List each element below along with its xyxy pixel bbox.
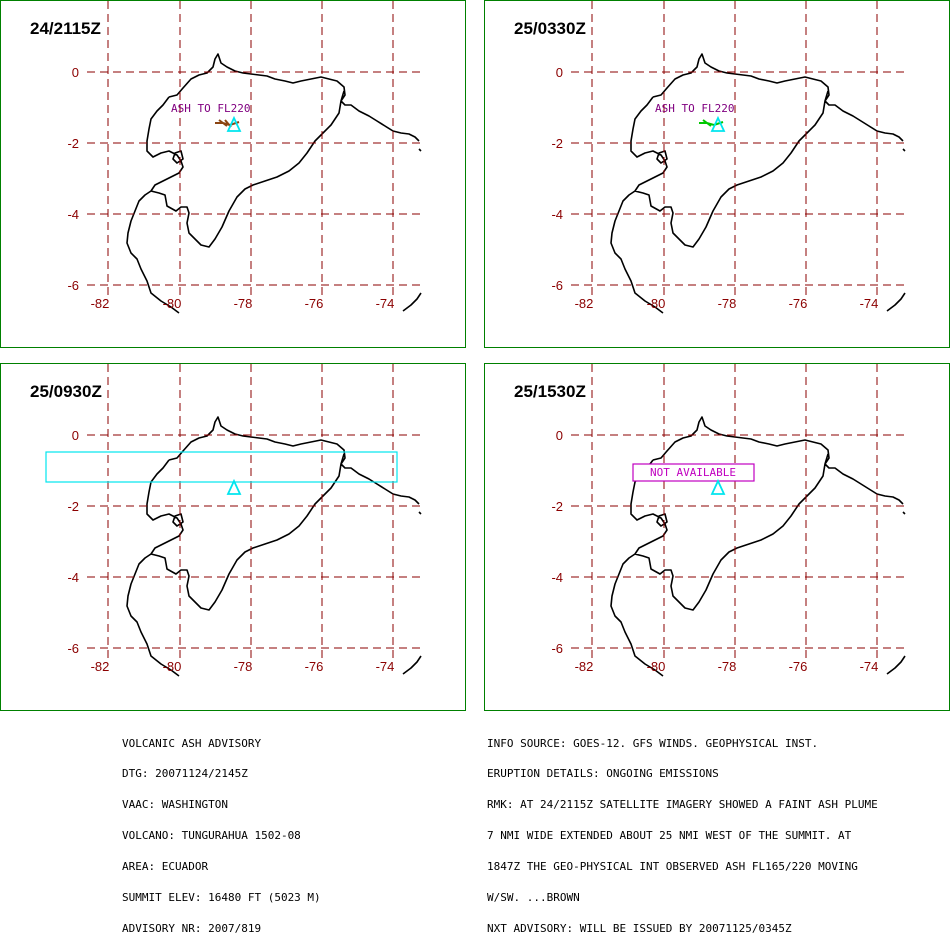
coastline bbox=[126, 53, 422, 314]
longitude-tick-label: -80 bbox=[647, 659, 666, 674]
ash-height-label: ASH TO FL220 bbox=[171, 102, 250, 115]
longitude-tick-label: -76 bbox=[305, 659, 324, 674]
advisory-line: ADVISORY NR: 2007/819 bbox=[122, 921, 262, 935]
latitude-tick-label: 0 bbox=[556, 428, 563, 443]
longitude-tick-label: -80 bbox=[163, 659, 182, 674]
panel-time-label: 24/2115Z bbox=[30, 19, 101, 38]
not-available-label: NOT AVAILABLE bbox=[650, 466, 736, 479]
latitude-tick-label: 0 bbox=[72, 428, 79, 443]
advisory-line: VAAC: WASHINGTON bbox=[122, 798, 228, 812]
coastline bbox=[610, 416, 906, 677]
advisory-line: 7 NMI WIDE EXTENDED ABOUT 25 NMI WEST OF… bbox=[487, 829, 852, 843]
advisory-line: ERUPTION DETAILS: ONGOING EMISSIONS bbox=[487, 767, 719, 781]
not-available-box bbox=[632, 463, 755, 482]
latitude-tick-label: -6 bbox=[551, 278, 563, 293]
latitude-tick-label: -2 bbox=[67, 499, 79, 514]
longitude-tick-label: -78 bbox=[234, 659, 253, 674]
longitude-tick-label: -78 bbox=[234, 296, 253, 311]
latitude-tick-label: -6 bbox=[551, 641, 563, 656]
longitude-tick-label: -82 bbox=[91, 296, 110, 311]
latitude-tick-label: -6 bbox=[67, 641, 79, 656]
latitude-tick-label: 0 bbox=[556, 65, 563, 80]
advisory-line: RMK: AT 24/2115Z SATELLITE IMAGERY SHOWE… bbox=[487, 798, 878, 812]
coastline bbox=[610, 53, 906, 314]
longitude-tick-label: -78 bbox=[718, 296, 737, 311]
advisory-line: SUMMIT ELEV: 16480 FT (5023 M) bbox=[122, 891, 321, 905]
map-panel-2: 0 -2 -4 -6 -82 -80 -78 -76 -74 ASH TO FL220 25/03… bbox=[484, 0, 950, 348]
forecast-ash-area bbox=[45, 451, 398, 483]
advisory-line: INFO SOURCE: GOES-12. GFS WINDS. GEOPHYS… bbox=[487, 736, 819, 750]
advisory-line: NXT ADVISORY: WILL BE ISSUED BY 20071125… bbox=[487, 921, 792, 935]
panel-time-label: 25/0330Z bbox=[514, 19, 586, 38]
map-canvas-4: 0 -2 -4 -6 -82 -80 -78 -76 -74 NOT AVAILABLE bbox=[551, 364, 906, 677]
longitude-tick-label: -76 bbox=[789, 659, 808, 674]
advisory-line: VOLCANIC ASH ADVISORY bbox=[122, 736, 262, 750]
ash-plume bbox=[699, 119, 724, 127]
volcano-icon bbox=[710, 115, 726, 132]
volcano-icon bbox=[226, 478, 242, 495]
latitude-tick-label: -2 bbox=[67, 136, 79, 151]
longitude-tick-label: -74 bbox=[376, 659, 395, 674]
longitude-tick-label: -78 bbox=[718, 659, 737, 674]
latitude-tick-label: -2 bbox=[551, 499, 563, 514]
volcano-icon bbox=[226, 115, 242, 132]
longitude-tick-label: -74 bbox=[860, 659, 879, 674]
latitude-tick-label: -4 bbox=[551, 207, 563, 222]
advisory-line: DTG: 20071124/2145Z bbox=[122, 767, 248, 781]
latitude-tick-label: -4 bbox=[67, 207, 79, 222]
advisory-line: AREA: ECUADOR bbox=[122, 860, 209, 874]
map-panel-4: 0 -2 -4 -6 -82 -80 -78 -76 -74 NOT AVAILABLE 25/1… bbox=[484, 363, 950, 711]
ash-height-label: ASH TO FL220 bbox=[655, 102, 734, 115]
longitude-tick-label: -82 bbox=[575, 659, 594, 674]
advisory-line: 1847Z THE GEO-PHYSICAL INT OBSERVED ASH … bbox=[487, 860, 858, 874]
advisory-line: W/SW. ...BROWN bbox=[487, 891, 580, 905]
longitude-tick-label: -76 bbox=[789, 296, 808, 311]
longitude-tick-label: -82 bbox=[91, 659, 110, 674]
longitude-tick-label: -74 bbox=[376, 296, 395, 311]
latitude-tick-label: -6 bbox=[67, 278, 79, 293]
latitude-tick-label: -4 bbox=[551, 570, 563, 585]
advisory-left-text: VOLCANIC ASH ADVISORY DTG: 20071124/2145… bbox=[122, 718, 321, 945]
advisory-right-text: INFO SOURCE: GOES-12. GFS WINDS. GEOPHYS… bbox=[487, 718, 878, 945]
longitude-tick-label: -80 bbox=[163, 296, 182, 311]
latitude-tick-label: -2 bbox=[551, 136, 563, 151]
panel-time-label: 25/1530Z bbox=[514, 382, 586, 401]
map-canvas-2: 0 -2 -4 -6 -82 -80 -78 -76 -74 ASH TO FL220 bbox=[551, 1, 906, 314]
volcano-icon bbox=[710, 478, 726, 495]
longitude-tick-label: -76 bbox=[305, 296, 324, 311]
advisory-line: VOLCANO: TUNGURAHUA 1502-08 bbox=[122, 829, 301, 843]
longitude-tick-label: -80 bbox=[647, 296, 666, 311]
panel-time-label: 25/0930Z bbox=[30, 382, 102, 401]
longitude-tick-label: -74 bbox=[860, 296, 879, 311]
latitude-tick-label: -4 bbox=[67, 570, 79, 585]
map-canvas-1: 0 -2 -4 -6 -82 -80 -78 -76 -74 ASH TO FL220 bbox=[67, 1, 422, 314]
latitude-tick-label: 0 bbox=[72, 65, 79, 80]
map-panel-1: 0 -2 -4 -6 -82 -80 -78 -76 -74 ASH TO FL220 24/21… bbox=[0, 0, 466, 348]
coastline bbox=[126, 416, 422, 677]
map-panel-3: 0 -2 -4 -6 -82 -80 -78 -76 -74 25/0930Z bbox=[0, 363, 466, 711]
longitude-tick-label: -82 bbox=[575, 296, 594, 311]
map-canvas-3: 0 -2 -4 -6 -82 -80 -78 -76 -74 bbox=[45, 364, 422, 677]
